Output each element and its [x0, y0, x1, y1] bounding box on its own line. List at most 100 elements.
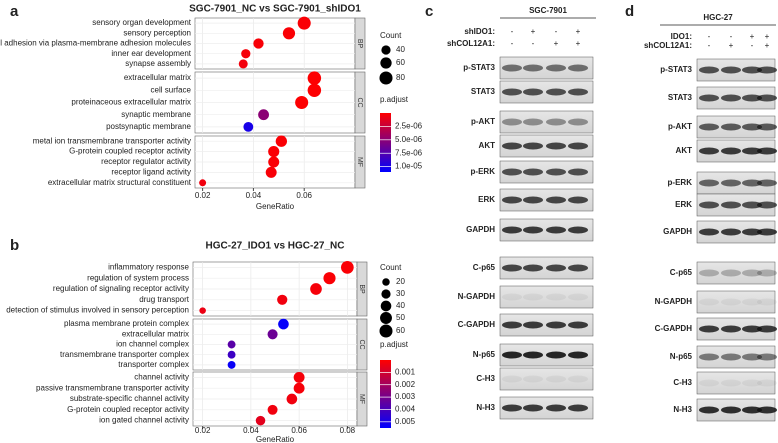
- band: [721, 353, 741, 361]
- colorbar-label: 1.0e-05: [395, 162, 423, 171]
- band: [546, 118, 566, 126]
- band: [523, 351, 543, 359]
- legend-label: 60: [396, 58, 405, 67]
- category-label: receptor regulator activity: [101, 157, 191, 166]
- dot: [243, 122, 254, 132]
- band: [502, 351, 522, 359]
- band: [699, 94, 719, 102]
- band: [546, 142, 566, 150]
- category-label: transmembrane transporter complex: [60, 350, 189, 359]
- category-label: metal ion transmembrane transporter acti…: [33, 136, 191, 145]
- legend-label: 60: [396, 326, 405, 335]
- protein-label: C-H3: [476, 374, 495, 383]
- colorbar-label: 0.003: [395, 392, 416, 401]
- legend-label: 50: [396, 313, 405, 322]
- band: [523, 404, 543, 412]
- category-label: cell surface: [151, 85, 192, 94]
- dot: [341, 261, 354, 274]
- band: [523, 321, 543, 329]
- panel-letter: b: [10, 237, 19, 254]
- band: [742, 201, 762, 209]
- condition-value: -: [532, 39, 535, 48]
- band: [502, 321, 522, 329]
- band: [546, 404, 566, 412]
- category-label: detection of stimulus involved in sensor…: [6, 306, 189, 315]
- category-label: extracellular matrix: [124, 73, 191, 82]
- category-label: G-protein coupled receptor activity: [67, 405, 189, 414]
- band: [742, 147, 762, 155]
- band: [568, 264, 588, 272]
- legend-label: 80: [396, 73, 405, 82]
- category-label: synaptic membrane: [121, 110, 191, 119]
- band: [502, 64, 522, 72]
- condition-value: -: [555, 27, 558, 36]
- legend-dot: [380, 57, 392, 69]
- dot: [278, 318, 289, 330]
- x-tick-label: 0.06: [296, 191, 312, 200]
- band: [502, 88, 522, 96]
- dot: [282, 27, 296, 40]
- dot: [227, 350, 236, 359]
- colorbar: [380, 113, 391, 172]
- band: [568, 375, 588, 383]
- band: [757, 147, 777, 155]
- dot: [227, 360, 236, 369]
- band: [721, 228, 741, 236]
- condition-value: -: [708, 32, 711, 41]
- band: [523, 264, 543, 272]
- band: [721, 94, 741, 102]
- strip-label: MF: [356, 157, 363, 167]
- band: [757, 406, 777, 414]
- dot: [323, 272, 336, 285]
- legend-dot: [379, 71, 393, 85]
- condition-value: -: [730, 32, 733, 41]
- category-label: receptor ligand activity: [111, 168, 191, 177]
- band: [523, 118, 543, 126]
- category-label: proteinaceous extracellular matrix: [71, 98, 191, 107]
- category-label: extracellular matrix: [122, 329, 189, 338]
- dot: [255, 415, 266, 426]
- condition-value: +: [531, 27, 536, 36]
- band: [742, 379, 762, 387]
- band: [502, 293, 522, 301]
- category-label: substrate-specific channel activity: [70, 394, 189, 403]
- legend-dot: [381, 45, 391, 55]
- protein-label: p-ERK: [668, 178, 693, 187]
- band: [742, 179, 762, 187]
- band: [546, 64, 566, 72]
- panel-letter: a: [10, 3, 19, 20]
- category-label: passive transmembrane transporter activi…: [36, 383, 189, 392]
- protein-label: N-GAPDH: [458, 292, 496, 301]
- band: [523, 293, 543, 301]
- band: [721, 269, 741, 277]
- band: [502, 264, 522, 272]
- band: [568, 321, 588, 329]
- band: [523, 226, 543, 234]
- band: [546, 293, 566, 301]
- band: [568, 168, 588, 176]
- band: [568, 226, 588, 234]
- protein-label: ERK: [675, 200, 692, 209]
- protein-label: p-STAT3: [660, 65, 692, 74]
- band: [546, 226, 566, 234]
- band: [546, 168, 566, 176]
- protein-label: C-p65: [670, 268, 693, 277]
- band: [502, 196, 522, 204]
- band: [699, 147, 719, 155]
- protein-label: AKT: [676, 146, 693, 155]
- band: [568, 142, 588, 150]
- band: [742, 94, 762, 102]
- band: [721, 123, 741, 131]
- dot: [265, 166, 277, 178]
- protein-label: C-p65: [473, 263, 496, 272]
- band: [699, 201, 719, 209]
- band: [523, 64, 543, 72]
- x-axis-label: GeneRatio: [256, 202, 295, 211]
- category-label: postsynaptic membrane: [106, 122, 191, 131]
- band: [502, 142, 522, 150]
- band: [742, 269, 762, 277]
- condition-value: +: [750, 32, 755, 41]
- band: [523, 196, 543, 204]
- strip-label: BP: [356, 39, 363, 49]
- band: [757, 179, 777, 187]
